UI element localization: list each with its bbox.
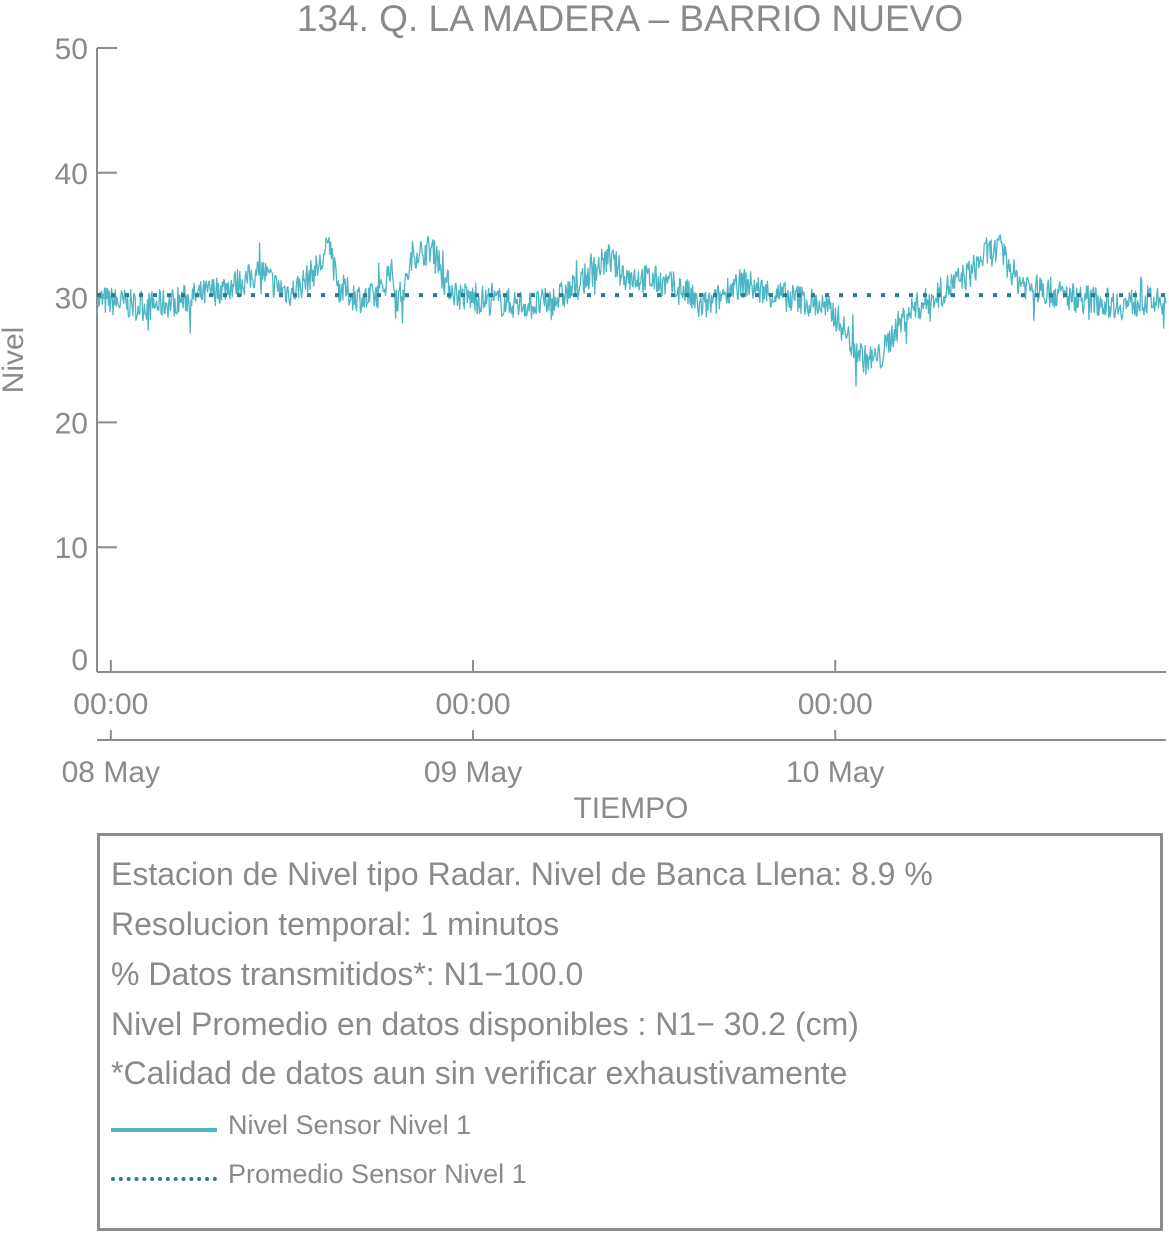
info-panel: Estacion de Nivel tipo Radar. Nivel de B…: [97, 833, 1163, 1231]
series-level-line: [96, 234, 1167, 388]
x-tick-label: 00:00: [73, 688, 148, 721]
y-tick-label: 0: [71, 644, 88, 677]
chart: 134. Q. LA MADERA – BARRIO NUEVO Nivel T…: [0, 0, 1167, 825]
y-tick-label: 30: [55, 283, 88, 316]
station-type-text: Estacion de Nivel tipo Radar. Nivel de B…: [111, 856, 933, 892]
plot-area: [96, 234, 1167, 388]
mean-level-text: Nivel Promedio en datos disponibles : N1…: [111, 1006, 859, 1042]
legend-label-mean: Promedio Sensor Nivel 1: [228, 1159, 527, 1189]
data-transmitted-text: % Datos transmitidos*: N1−100.0: [111, 956, 584, 992]
x-axis-label: TIEMPO: [573, 792, 688, 825]
x-date-label: 08 May: [62, 756, 160, 789]
legend-swatch-dotted: [111, 1177, 217, 1181]
y-tick-label: 40: [55, 158, 88, 191]
data-quality-note: *Calidad de datos aun sin verificar exha…: [111, 1055, 848, 1091]
chart-title: 134. Q. LA MADERA – BARRIO NUEVO: [297, 0, 963, 39]
y-axis-label: Nivel: [0, 327, 30, 394]
y-tick-label: 50: [55, 33, 88, 66]
x-date-label: 09 May: [424, 756, 522, 789]
y-axis: 0 10 20 30 40 50: [55, 33, 117, 677]
legend-label-level: Nivel Sensor Nivel 1: [228, 1110, 472, 1140]
x-date-label: 10 May: [786, 756, 884, 789]
legend-swatch-solid: [111, 1128, 217, 1132]
x-tick-label: 00:00: [435, 688, 510, 721]
x-axis: 00:00 08 May 00:00 09 May 00:00 10 May: [62, 660, 1166, 789]
temporal-resolution-text: Resolucion temporal: 1 minutos: [111, 906, 560, 942]
y-tick-label: 10: [55, 532, 88, 565]
x-tick-label: 00:00: [798, 688, 873, 721]
y-tick-label: 20: [55, 407, 88, 440]
